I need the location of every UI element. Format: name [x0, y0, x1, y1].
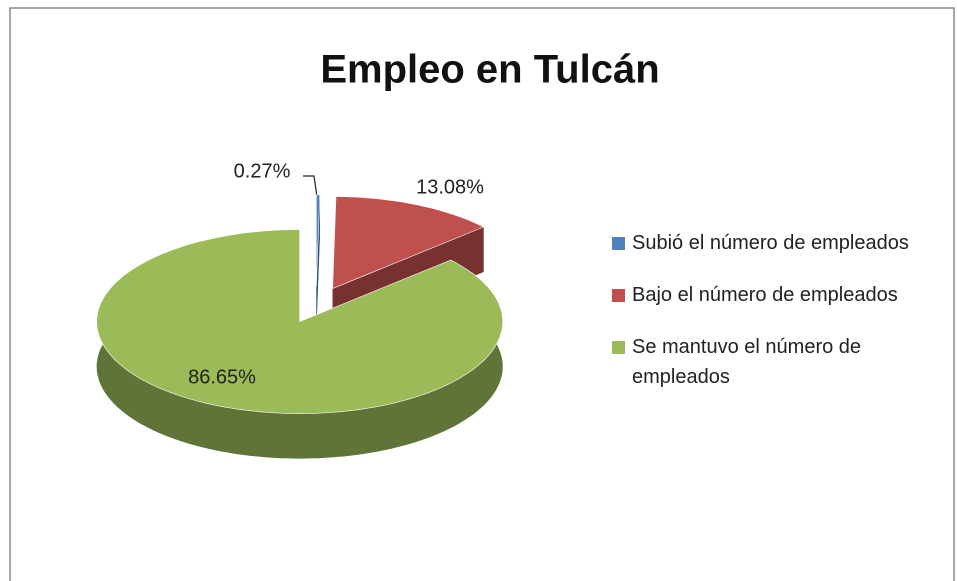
legend-swatch — [612, 289, 625, 302]
legend-swatch — [612, 237, 625, 250]
legend: Subió el número de empleados Bajo el núme… — [612, 228, 922, 414]
legend-label: Bajo el número de empleados — [632, 284, 898, 306]
slice-top — [332, 196, 485, 289]
data-label: 13.08% — [416, 176, 484, 198]
legend-item: Se mantuvo el número de empleados — [612, 332, 922, 392]
legend-item: Subió el número de empleados — [612, 228, 922, 258]
legend-label: Se mantuvo el número de empleados — [632, 336, 862, 388]
legend-item: Bajo el número de empleados — [612, 280, 922, 310]
data-label: 86.65% — [188, 366, 256, 388]
pie-slice — [96, 229, 504, 459]
slice-top — [96, 229, 504, 414]
slice-top — [315, 194, 321, 287]
chart-title: Empleo en Tulcán — [320, 48, 659, 92]
legend-swatch — [612, 341, 625, 354]
legend-label: Subió el número de empleados — [632, 232, 909, 254]
data-label: 0.27% — [234, 160, 291, 182]
pie-slice — [315, 194, 321, 332]
